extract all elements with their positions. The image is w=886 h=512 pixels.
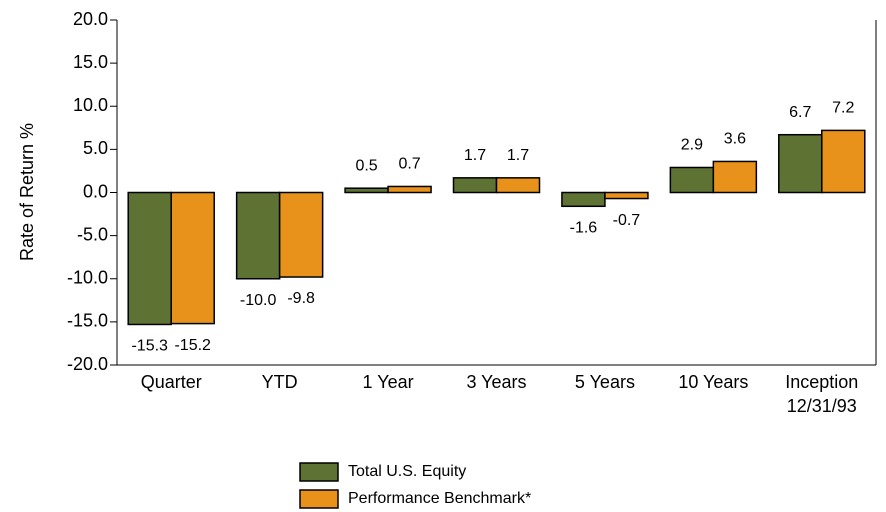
- data-label: 3.6: [724, 131, 746, 148]
- y-tick-label: 5.0: [83, 138, 108, 158]
- bar: [778, 133, 823, 194]
- x-tick-label: 3 Years: [466, 372, 526, 392]
- y-tick-label: -20.0: [67, 354, 108, 374]
- data-label: -1.6: [570, 220, 598, 237]
- y-tick-label: 0.0: [83, 181, 108, 201]
- legend-label: Performance Benchmark*: [348, 490, 531, 507]
- data-label: 7.2: [832, 100, 854, 117]
- bar: [712, 160, 758, 194]
- data-label: 2.9: [681, 137, 703, 154]
- legend-swatch: [299, 489, 339, 509]
- y-axis-label: Rate of Return %: [17, 123, 37, 261]
- data-label: -15.2: [174, 337, 211, 354]
- data-label: 1.7: [464, 147, 486, 164]
- bar: [387, 185, 432, 194]
- data-label: 0.5: [355, 157, 377, 174]
- bar: [278, 191, 324, 278]
- legend-label: Total U.S. Equity: [348, 463, 466, 480]
- y-tick-label: 20.0: [73, 9, 108, 29]
- legend-swatch: [299, 462, 339, 482]
- bar: [495, 177, 541, 194]
- y-tick-label: 15.0: [73, 52, 108, 72]
- x-tick-label: 5 Years: [575, 372, 635, 392]
- y-tick-label: 10.0: [73, 95, 108, 115]
- bar: [821, 129, 866, 194]
- bar: [127, 191, 172, 326]
- y-tick-label: -10.0: [67, 268, 108, 288]
- bar: [561, 191, 606, 208]
- y-tick-label: -15.0: [67, 311, 108, 331]
- x-tick-label: Quarter: [141, 372, 202, 392]
- bar: [669, 166, 715, 194]
- bar: [604, 191, 649, 200]
- data-label: -0.7: [613, 212, 641, 229]
- data-label: -9.8: [287, 290, 315, 307]
- data-label: -15.3: [131, 338, 168, 355]
- y-tick-label: -5.0: [77, 224, 108, 244]
- data-label: -10.0: [240, 292, 277, 309]
- bar: [344, 187, 389, 194]
- bar: [235, 191, 281, 280]
- data-label: 6.7: [789, 104, 811, 121]
- x-tick-label: YTD: [262, 372, 298, 392]
- data-label: 0.7: [398, 156, 420, 173]
- bar: [170, 191, 215, 325]
- bar: [452, 177, 498, 194]
- x-tick-label: Inception 12/31/93: [785, 372, 858, 416]
- x-tick-label: 1 Year: [363, 372, 414, 392]
- x-tick-label: 10 Years: [678, 372, 748, 392]
- data-label: 1.7: [507, 147, 529, 164]
